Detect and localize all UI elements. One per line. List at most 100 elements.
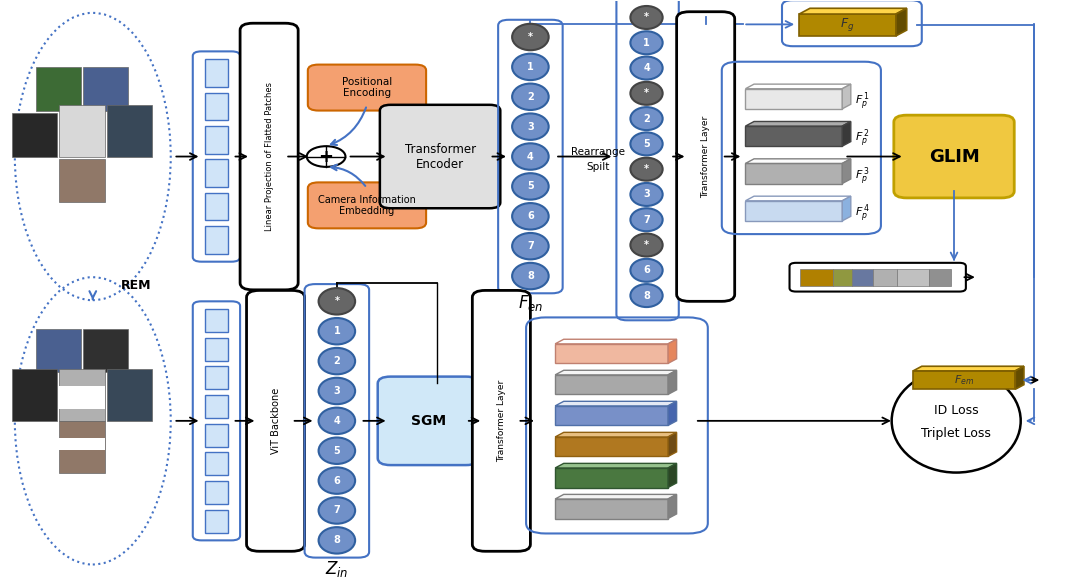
Text: ID Loss: ID Loss (934, 404, 979, 417)
FancyBboxPatch shape (472, 290, 530, 551)
Ellipse shape (512, 263, 549, 289)
Bar (205, 226, 229, 254)
Text: 4: 4 (644, 63, 650, 73)
Bar (59, 369, 105, 421)
Text: *: * (644, 240, 649, 250)
Bar (205, 510, 229, 533)
Polygon shape (668, 370, 677, 395)
Bar (59, 386, 105, 409)
Polygon shape (555, 370, 677, 375)
Text: *: * (644, 12, 649, 23)
Polygon shape (1015, 366, 1024, 389)
Text: 2: 2 (644, 113, 650, 123)
Text: 6: 6 (333, 475, 341, 485)
Text: $F_{em}$: $F_{em}$ (954, 373, 975, 387)
FancyBboxPatch shape (894, 115, 1014, 198)
Polygon shape (746, 196, 851, 201)
Polygon shape (746, 84, 851, 88)
FancyBboxPatch shape (240, 23, 299, 290)
Bar (59, 105, 105, 157)
Bar (555, 375, 668, 395)
Ellipse shape (631, 82, 663, 105)
Bar (929, 268, 951, 286)
Ellipse shape (319, 467, 355, 494)
Bar (913, 371, 1015, 389)
Ellipse shape (512, 233, 549, 260)
Text: 1: 1 (333, 326, 341, 336)
FancyBboxPatch shape (247, 290, 305, 551)
Text: 3: 3 (527, 122, 534, 132)
Polygon shape (668, 402, 677, 425)
Bar (205, 59, 229, 87)
Ellipse shape (631, 31, 663, 54)
Ellipse shape (512, 173, 549, 200)
Text: 5: 5 (527, 182, 534, 191)
Text: $F_p^{\,1}$: $F_p^{\,1}$ (855, 91, 870, 113)
Text: $F_p^{\,4}$: $F_p^{\,4}$ (855, 203, 870, 225)
Circle shape (307, 146, 345, 167)
Text: 5: 5 (333, 446, 341, 456)
Ellipse shape (319, 378, 355, 404)
Ellipse shape (631, 259, 663, 282)
Text: 3: 3 (333, 386, 341, 396)
Text: Linear Projection of Flatted Patches: Linear Projection of Flatted Patches (264, 82, 274, 231)
Bar (746, 126, 842, 146)
Text: 6: 6 (644, 265, 650, 275)
Ellipse shape (892, 369, 1021, 473)
Text: 8: 8 (527, 271, 534, 281)
Bar (205, 126, 229, 154)
Ellipse shape (512, 84, 549, 110)
Bar (59, 438, 105, 449)
Ellipse shape (631, 284, 663, 307)
Bar (555, 468, 668, 488)
Ellipse shape (319, 527, 355, 553)
Polygon shape (842, 84, 851, 109)
Bar (555, 437, 668, 456)
Bar (205, 159, 229, 187)
Text: GLIM: GLIM (928, 147, 980, 165)
Bar (555, 499, 668, 519)
Text: 4: 4 (527, 151, 534, 162)
Text: 6: 6 (527, 211, 534, 221)
Bar (59, 159, 105, 203)
Ellipse shape (631, 208, 663, 231)
Text: Spilt: Spilt (586, 162, 610, 172)
Polygon shape (555, 402, 677, 406)
Text: 7: 7 (527, 241, 534, 251)
Text: *: * (644, 88, 649, 98)
Polygon shape (555, 432, 677, 437)
Bar (799, 14, 896, 36)
Ellipse shape (319, 407, 355, 434)
Text: 2: 2 (527, 92, 534, 102)
Bar (83, 68, 128, 111)
Bar (746, 164, 842, 183)
Text: Camera Information
Embedding: Camera Information Embedding (318, 194, 416, 216)
Polygon shape (913, 366, 1024, 371)
Text: $F_{en}$: $F_{en}$ (517, 293, 543, 313)
Ellipse shape (631, 107, 663, 130)
Polygon shape (842, 159, 851, 183)
Text: 4: 4 (333, 416, 341, 426)
Bar (873, 268, 897, 286)
Bar (36, 68, 81, 111)
Bar (205, 193, 229, 221)
Text: SGM: SGM (411, 414, 446, 428)
Text: REM: REM (121, 279, 151, 292)
Bar (205, 93, 229, 120)
Ellipse shape (631, 233, 663, 257)
Bar (555, 406, 668, 425)
FancyBboxPatch shape (677, 12, 735, 301)
Bar (205, 481, 229, 504)
Text: $F_p^{\,3}$: $F_p^{\,3}$ (855, 165, 870, 188)
Text: 5: 5 (644, 139, 650, 149)
Bar (12, 113, 57, 157)
Ellipse shape (631, 132, 663, 155)
Bar (83, 329, 128, 372)
Text: Transformer Layer: Transformer Layer (701, 115, 710, 198)
Text: +: + (319, 147, 333, 165)
Bar (852, 268, 873, 286)
Text: ViT Backbone: ViT Backbone (271, 388, 280, 454)
Text: *: * (528, 32, 533, 42)
Text: Positional
Encoding: Positional Encoding (342, 77, 392, 98)
Bar (107, 369, 152, 421)
